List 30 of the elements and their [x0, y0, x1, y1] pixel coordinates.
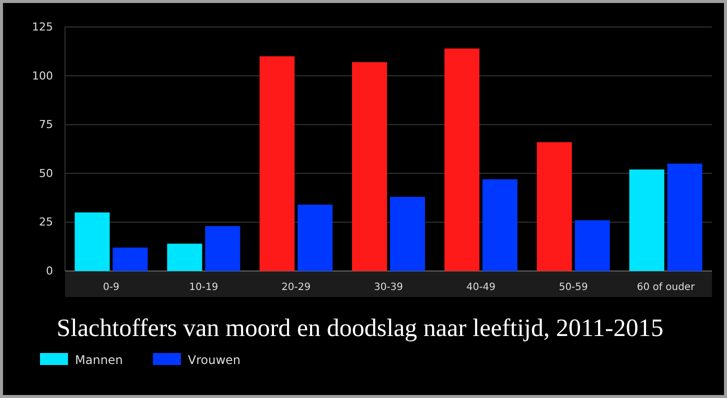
- legend-label: Mannen: [75, 353, 123, 367]
- legend-label: Vrouwen: [188, 353, 241, 367]
- bar: [298, 204, 333, 271]
- bar: [574, 220, 610, 271]
- y-tick-label: 25: [39, 216, 53, 229]
- x-tick-label: 50-59: [558, 282, 588, 294]
- y-tick-label: 100: [32, 69, 53, 82]
- bar: [629, 169, 664, 271]
- bar: [167, 244, 202, 271]
- y-tick-label: 125: [32, 20, 53, 34]
- bar: [390, 196, 425, 271]
- x-tick-label: 60 of ouder: [636, 282, 696, 294]
- x-tick-label: 30-39: [374, 282, 404, 294]
- bar: [352, 62, 387, 271]
- bar: [444, 48, 480, 271]
- x-tick-label: 40-49: [466, 282, 496, 294]
- bar: [260, 56, 295, 271]
- bar: [667, 164, 702, 271]
- y-tick-label: 50: [39, 166, 53, 180]
- bar: [536, 142, 572, 271]
- bar: [74, 212, 110, 271]
- x-tick-label: 0-9: [103, 282, 120, 294]
- y-tick-label: 0: [46, 264, 53, 278]
- bar: [205, 226, 240, 271]
- bar: [482, 179, 518, 271]
- bar: [112, 248, 148, 271]
- x-tick-label: 10-19: [189, 282, 218, 294]
- y-tick-label: 75: [39, 118, 53, 132]
- x-tick-label: 20-29: [282, 282, 311, 294]
- text: Slachtoffers van moord en doodslag naar leeftijd, 2011-2015: [56, 315, 664, 342]
